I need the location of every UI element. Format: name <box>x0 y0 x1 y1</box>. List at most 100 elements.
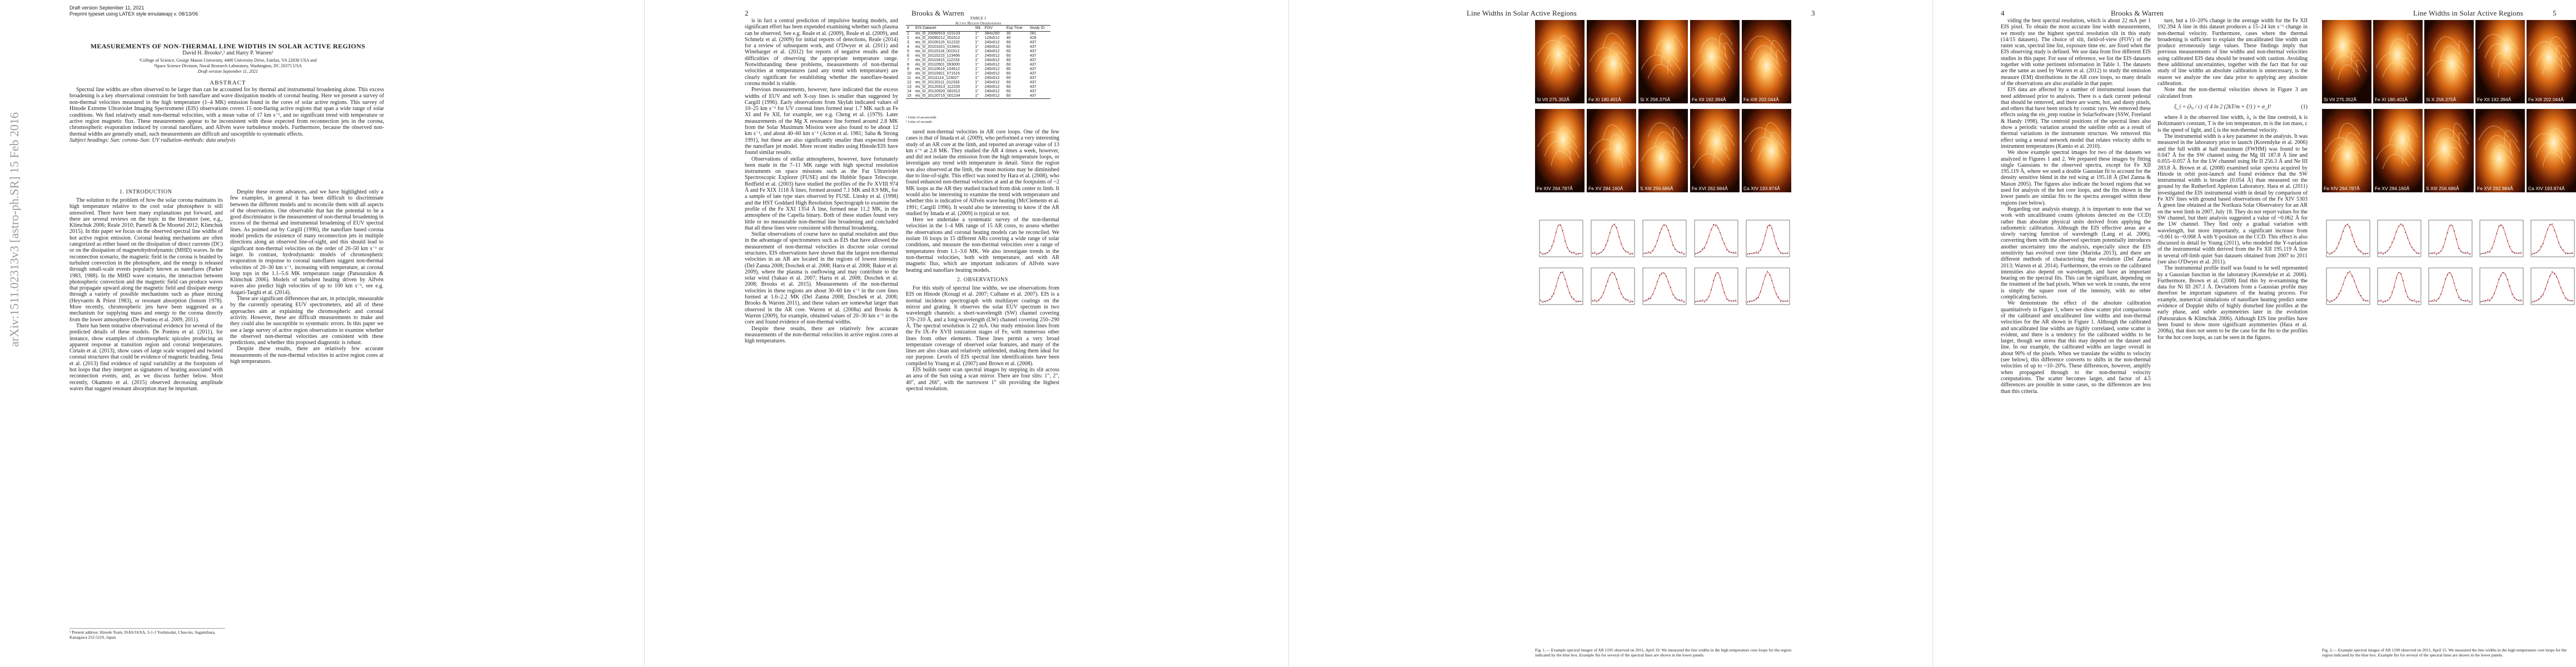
spectrum-data-point <box>1618 236 1620 238</box>
table-title: TABLE 1 <box>970 16 986 21</box>
draft-version: Draft version September 11, 2021 <box>197 69 258 74</box>
table-cell: 15 <box>906 94 914 99</box>
spectrum-data-point <box>2347 272 2348 273</box>
solar-image-graphic <box>2475 109 2525 192</box>
table-row: 5 eis_l0_20110118_001512 1" 240x512 60 437 <box>906 49 1050 54</box>
spectral-line-label: Fe XII 192.394Å <box>1692 97 1726 102</box>
subject-headings: Subject headings: Sun: corona–Sun: UV ra… <box>69 137 236 144</box>
table-row: 10 eis_l0_20110921_071515 1" 240x512 60 437 <box>906 72 1050 76</box>
table-cell: 14 <box>907 89 911 93</box>
spectrum-data-point <box>1749 253 1750 255</box>
table-note-1: ᵃ Units of arcseconds <box>906 116 936 120</box>
spectral-image: Fe XV 284.160Å <box>1587 109 1636 192</box>
spectrum-data-point <box>2572 252 2573 253</box>
equation-1: ξ_i = (λ₀ / c) √( 4 ln 2 (2kT/m + ξ²) ) … <box>2174 104 2308 110</box>
active-region-table: # EIS Dataset Slit FOV Exp Time Study ID 1 eis… <box>906 25 1050 99</box>
spectrum-data-point <box>1765 235 1766 236</box>
spectrum-data-point <box>1771 280 1772 281</box>
spectral-fit-panel <box>2322 266 2371 310</box>
spectrum-data-point <box>1580 301 1581 302</box>
gaussian-fit-line <box>1541 224 1582 254</box>
table-cell: 60 <box>1006 45 1011 49</box>
table-cell: 60 <box>1006 63 1011 67</box>
p4-paragraph-4: Regarding our analysis strategy, it is i… <box>2001 206 2151 301</box>
spectrum-data-point <box>2400 273 2401 275</box>
spectrum-data-point <box>2467 252 2468 253</box>
spectral-fit-panel <box>1638 266 1688 310</box>
spectrum-data-point <box>2414 299 2415 301</box>
solar-image-graphic <box>1742 20 1791 103</box>
spectral-line-label: Ca XIV 193.874Å <box>1743 186 1780 191</box>
solar-image-graphic <box>2527 20 2576 103</box>
p2-paragraph-2: Previous measurements, however, have ind… <box>745 87 898 156</box>
spectrum-data-point <box>1722 238 1723 239</box>
spectrum-data-point <box>1728 251 1730 252</box>
spectrum-data-point <box>2536 300 2537 301</box>
spectrum-data-point <box>2567 299 2568 301</box>
spectral-line-label: Fe XIV 264.787Å <box>1537 186 1573 191</box>
spectrum-data-point <box>2349 226 2350 227</box>
spectrum-data-point <box>2483 253 2484 254</box>
spectrum-data-point <box>1610 275 1611 276</box>
spectrum-data-point <box>1668 281 1669 282</box>
p2-paragraph-3: Observations of stellar atmospheres, how… <box>745 156 898 231</box>
table-cell: 60 <box>1006 85 1011 89</box>
spectrum-data-point <box>1576 301 1577 303</box>
solar-image-graphic <box>1742 109 1791 192</box>
spectrum-data-point <box>1580 253 1581 254</box>
spectrum-data-point <box>1646 252 1647 253</box>
gaussian-fit-line <box>1592 272 1634 302</box>
spectrum-data-point <box>1681 251 1682 253</box>
spectrum-data-point <box>1540 300 1541 301</box>
spectrum-data-point <box>1652 293 1653 295</box>
spectrum-data-point <box>2572 300 2573 301</box>
spectrum-data-point <box>2503 227 2504 228</box>
table-header-cell: Exp Time <box>1005 25 1029 32</box>
spectrum-data-point <box>2543 294 2544 296</box>
page-number: 4 <box>2001 9 2005 17</box>
paper-page-4: 4 Brooks & Warren Line Widths in Solar A… <box>1932 0 2576 667</box>
spectrum-data-point <box>2449 225 2450 227</box>
solar-image-graphic <box>1587 20 1636 103</box>
spectrum-data-point <box>2509 285 2510 287</box>
spectrum-data-point <box>2418 301 2419 302</box>
spectrum-data-point <box>1551 296 1552 297</box>
spectrum-data-point <box>1711 288 1712 290</box>
spectrum-data-point <box>2329 301 2330 303</box>
spectrum-data-point <box>1713 280 1714 281</box>
plot-frame <box>1591 267 1635 305</box>
table-cell: 12 <box>907 81 911 84</box>
spectrum-data-point <box>2518 252 2519 253</box>
plot-frame <box>2428 267 2473 305</box>
spectrum-data-point <box>1751 253 1752 254</box>
spectral-fit-panel <box>2475 266 2525 310</box>
spectrum-data-point <box>2429 301 2430 302</box>
spectrum-data-point <box>2429 253 2430 254</box>
solar-image-graphic <box>1638 20 1688 103</box>
spectral-fit-panel <box>2373 218 2423 262</box>
table-cell: eis_l0_20120520_081512 <box>915 89 960 93</box>
spectrum-data-point <box>1720 277 1721 278</box>
spectrum-data-point <box>2549 275 2550 277</box>
spectrum-data-point <box>2538 250 2539 251</box>
spectrum-data-point <box>2336 247 2337 249</box>
table-row: 14 eis_l0_20120520_081512 1" 240x512 60 437 <box>906 89 1050 94</box>
spectrum-data-point <box>1598 300 1600 301</box>
spectrum-data-point <box>1567 286 1568 287</box>
table-row: 7 eis_l0_20110415_112233 1" 240x512 60 437 <box>906 58 1050 63</box>
spectrum-data-point <box>2489 251 2490 253</box>
table-cell: 1" <box>975 67 979 71</box>
spectrum-data-point <box>1706 242 1707 243</box>
spectral-fit-panel <box>2322 218 2371 262</box>
table-cell: eis_l0_20111114_123027 <box>915 76 959 80</box>
spectrum-data-point <box>2334 299 2335 301</box>
figure2-image-row-2: Fe XIV 264.787Å Fe XV 284.160Å S XIII 256.… <box>2322 109 2576 192</box>
spectrum-data-point <box>1627 251 1628 252</box>
spectral-image: Fe XI 180.401Å <box>1587 20 1636 103</box>
spectrum-data-point <box>2458 247 2459 249</box>
spectrum-data-point <box>2469 254 2470 255</box>
spectrum-data-point <box>2434 299 2435 301</box>
spectrum-data-point <box>1625 298 1626 300</box>
spectrum-data-point <box>2556 236 2557 237</box>
spectrum-data-point <box>1683 302 1685 303</box>
